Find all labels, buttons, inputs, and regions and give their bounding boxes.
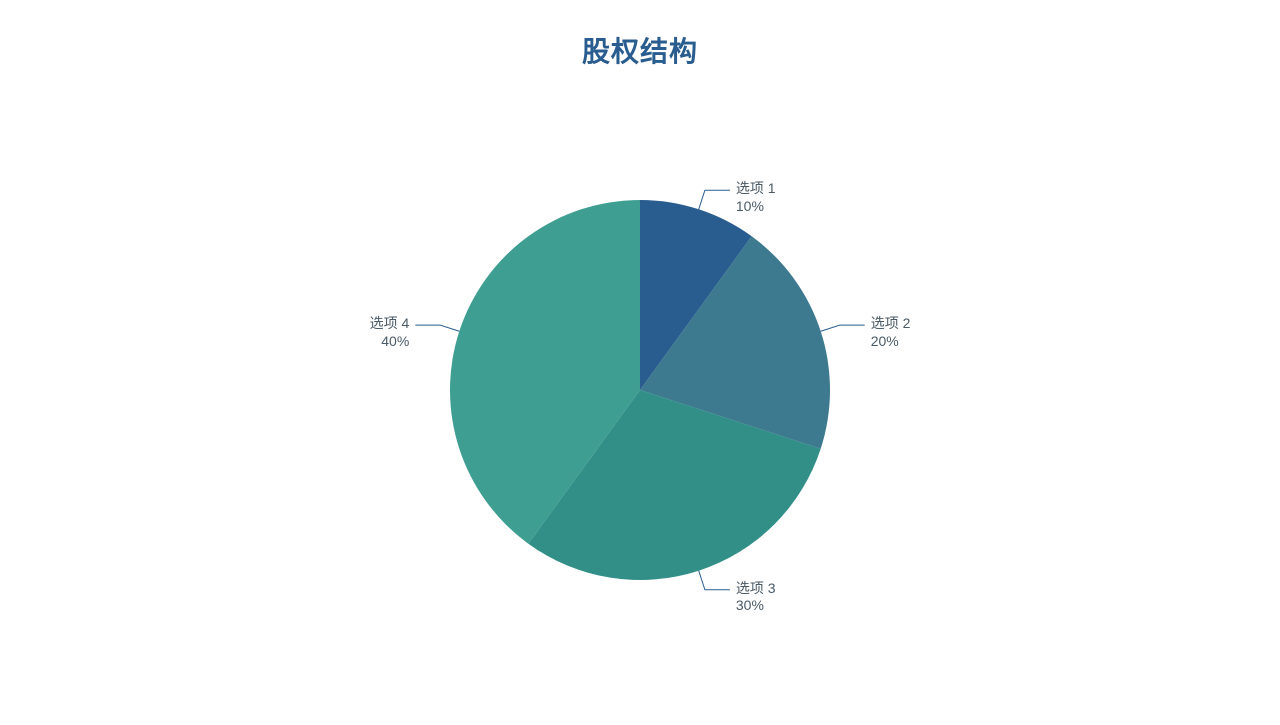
slice-label-percent: 40% <box>381 333 409 349</box>
pie-chart: 选项 1 10% 选项 2 20% 选项 330% 选项 4 40% <box>0 0 1280 720</box>
slice-label: 选项 1 10% <box>736 180 776 215</box>
slice-label-name: 选项 3 <box>736 580 776 596</box>
slice-label: 选项 4 40% <box>370 315 410 350</box>
slice-label: 选项 2 20% <box>871 315 911 350</box>
slice-label: 选项 330% <box>736 580 776 615</box>
slice-label-percent: 30% <box>736 597 764 613</box>
slice-label-name: 选项 2 <box>871 315 911 331</box>
leader-line <box>699 190 730 209</box>
leader-line <box>415 325 459 331</box>
pie-svg <box>0 0 1280 720</box>
slice-label-percent: 20% <box>871 333 899 349</box>
slice-label-name: 选项 1 <box>736 180 776 196</box>
slice-label-percent: 10% <box>736 198 764 214</box>
slice-label-name: 选项 4 <box>370 315 410 331</box>
leader-line <box>821 325 865 331</box>
leader-line <box>699 571 730 590</box>
